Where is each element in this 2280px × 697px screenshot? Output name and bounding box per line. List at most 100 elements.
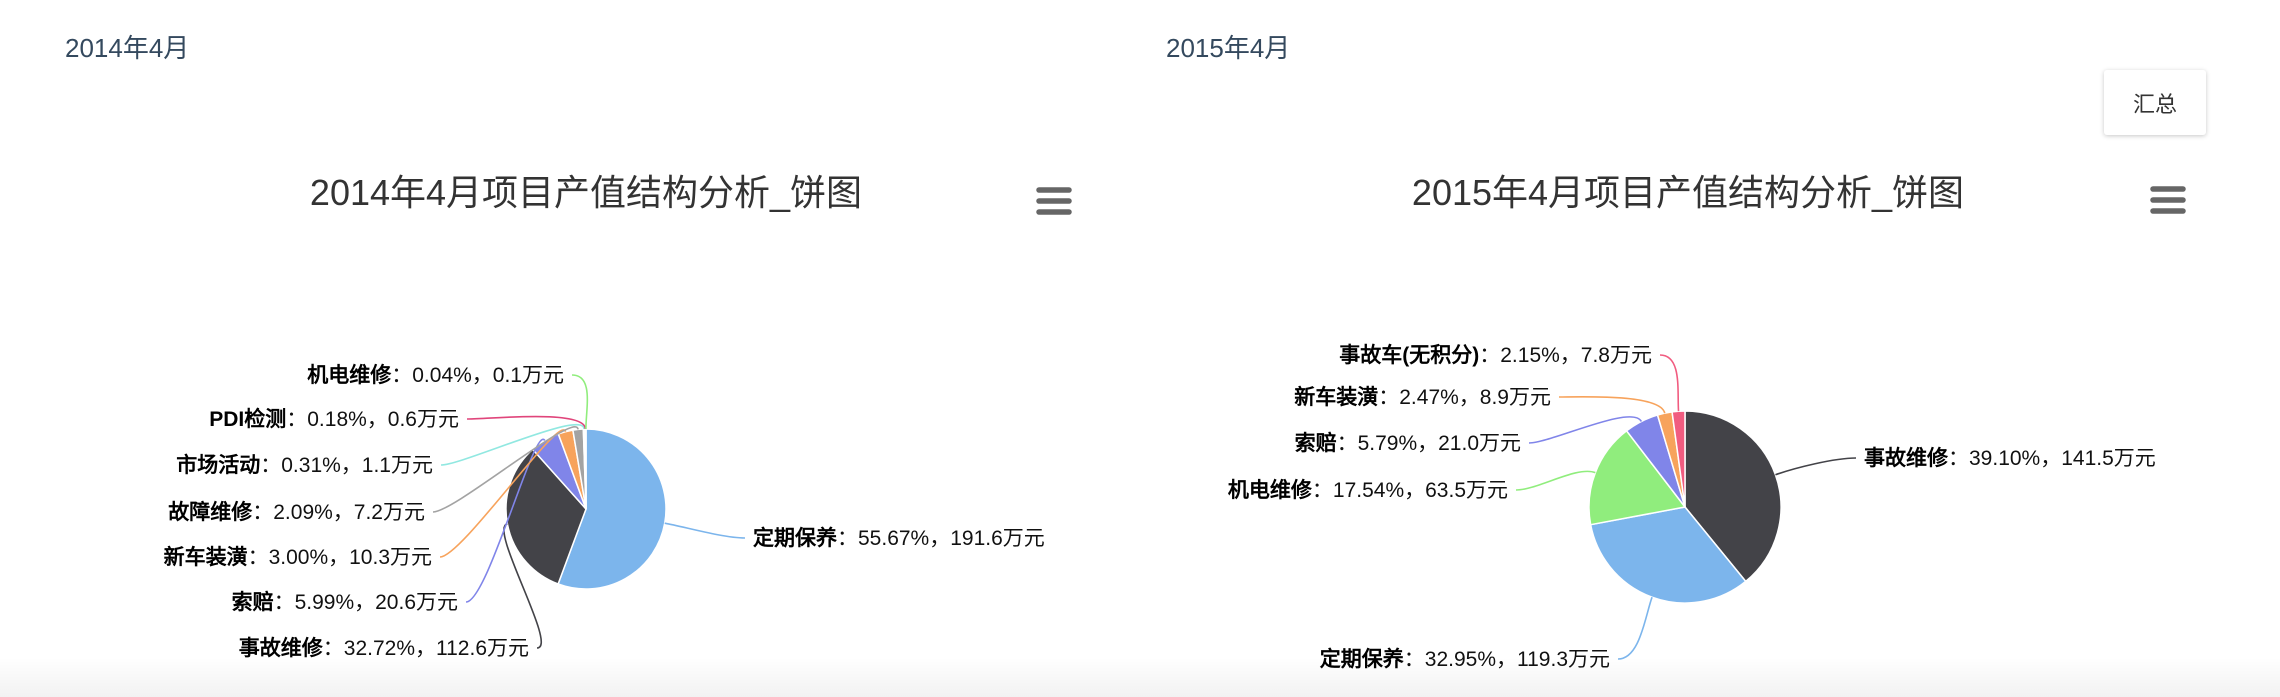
data-label-separator: ， bbox=[341, 454, 362, 477]
data-label-percent: 55.67% bbox=[858, 527, 929, 550]
pie-chart-2014: 定期保养：55.67%，191.6万元事故维修：32.72%，112.6万元索赔… bbox=[164, 363, 1045, 660]
data-label-separator: ： bbox=[1312, 479, 1333, 502]
data-label: 新车装潢：3.00%，10.3万元 bbox=[164, 545, 432, 569]
pie-slice[interactable] bbox=[1671, 410, 1686, 508]
data-label-amount: 21.0万元 bbox=[1438, 432, 1521, 455]
label-connector bbox=[440, 423, 585, 466]
data-label: PDI检测：0.18%，0.6万元 bbox=[209, 407, 459, 431]
data-label-amount: 7.8万元 bbox=[1581, 344, 1652, 367]
data-label-percent: 2.09% bbox=[273, 501, 333, 524]
data-label-separator: ， bbox=[1459, 386, 1480, 409]
data-label-name: 事故维修 bbox=[239, 636, 324, 660]
data-label-separator: ： bbox=[252, 501, 273, 524]
data-label-separator: ： bbox=[1404, 648, 1425, 671]
label-connector bbox=[466, 415, 587, 430]
label-connector bbox=[1515, 470, 1596, 491]
data-label-amount: 119.3万元 bbox=[1517, 648, 1610, 671]
data-label-percent: 32.72% bbox=[344, 637, 415, 660]
data-label: 市场活动：0.31%，1.1万元 bbox=[176, 453, 433, 477]
data-label-percent: 39.10% bbox=[1969, 447, 2040, 470]
data-label-separator: ： bbox=[1948, 447, 1969, 470]
data-label-separator: ， bbox=[1404, 479, 1425, 502]
label-connectors bbox=[1515, 354, 1857, 660]
data-label-percent: 2.15% bbox=[1500, 344, 1560, 367]
data-label-amount: 1.1万元 bbox=[362, 454, 433, 477]
data-label-name: 机电维修 bbox=[1228, 478, 1313, 502]
data-label-name: 事故维修 bbox=[1864, 446, 1949, 470]
data-label-amount: 141.5万元 bbox=[2061, 447, 2156, 470]
data-label-percent: 32.95% bbox=[1425, 648, 1496, 671]
pie-slice[interactable] bbox=[505, 448, 587, 585]
data-label-percent: 0.18% bbox=[307, 408, 367, 431]
data-label-percent: 5.79% bbox=[1358, 432, 1418, 455]
label-connector bbox=[439, 429, 567, 558]
data-label-amount: 0.1万元 bbox=[493, 364, 564, 387]
data-label: 事故车(无积分)：2.15%，7.8万元 bbox=[1339, 343, 1652, 367]
data-label-separator: ： bbox=[274, 591, 295, 614]
data-label-percent: 2.47% bbox=[1399, 386, 1459, 409]
data-labels: 定期保养：55.67%，191.6万元事故维修：32.72%，112.6万元索赔… bbox=[164, 363, 1045, 660]
panel-2015: 事故维修：39.10%，141.5万元 定期保养：32.95%，119.3万元 机电… bbox=[1140, 0, 2280, 697]
data-label-name: 事故车(无积分) bbox=[1339, 343, 1479, 367]
pie-slice[interactable] bbox=[1684, 410, 1782, 583]
data-label-percent: 17.54% bbox=[1333, 479, 1404, 502]
data-label-separator: ， bbox=[1496, 648, 1517, 671]
data-label-separator: ： bbox=[248, 546, 269, 569]
pie-slice[interactable] bbox=[1589, 506, 1747, 604]
data-label-separator: ： bbox=[391, 364, 412, 387]
pie-slice[interactable] bbox=[557, 428, 667, 590]
data-label-separator: ： bbox=[1479, 344, 1500, 367]
data-label: 事故维修：39.10%，141.5万元 bbox=[1864, 446, 2156, 470]
data-label-amount: 112.6万元 bbox=[436, 637, 529, 660]
hamburger-menu-icon bbox=[2150, 186, 2186, 214]
data-label: 索赔：5.99%，20.6万元 bbox=[232, 590, 458, 614]
data-label-separator: ， bbox=[472, 364, 493, 387]
data-label-name: 新车装潢 bbox=[1294, 385, 1378, 409]
label-connector bbox=[571, 374, 589, 430]
data-label: 新车装潢：2.47%，8.9万元 bbox=[1294, 385, 1551, 409]
data-label-name: 定期保养 bbox=[753, 526, 837, 550]
data-label-separator: ， bbox=[929, 527, 950, 550]
label-connectors bbox=[432, 374, 746, 649]
data-label: 故障维修：2.09%，7.2万元 bbox=[168, 500, 425, 524]
chart-context-menu-button[interactable] bbox=[1035, 186, 1073, 216]
data-label-separator: ： bbox=[1337, 432, 1358, 455]
data-label-separator: ： bbox=[323, 637, 344, 660]
data-label-amount: 7.2万元 bbox=[354, 501, 425, 524]
summary-button[interactable]: 汇总 bbox=[2104, 70, 2206, 135]
data-label: 机电维修：17.54%，63.5万元 bbox=[1228, 478, 1508, 502]
data-label-percent: 0.04% bbox=[412, 364, 472, 387]
data-label-separator: ， bbox=[328, 546, 349, 569]
label-connector bbox=[1558, 395, 1666, 414]
panel-heading: 2014年4月 bbox=[65, 33, 190, 63]
panel-heading: 2015年4月 bbox=[1166, 33, 1291, 63]
data-label-name: 索赔 bbox=[232, 590, 274, 614]
data-label: 定期保养：32.95%，119.3万元 bbox=[1320, 647, 1610, 671]
data-label-percent: 5.99% bbox=[295, 591, 355, 614]
data-label-name: 索赔 bbox=[1295, 431, 1337, 455]
label-connector bbox=[664, 522, 746, 539]
data-label-name: 市场活动 bbox=[176, 453, 260, 477]
data-label-separator: ： bbox=[260, 454, 281, 477]
label-connector bbox=[1659, 354, 1680, 412]
data-label-amount: 8.9万元 bbox=[1480, 386, 1551, 409]
data-label: 索赔：5.79%，21.0万元 bbox=[1295, 431, 1521, 455]
data-label-name: 机电维修 bbox=[307, 363, 392, 387]
label-connector bbox=[1617, 596, 1653, 660]
data-label-amount: 20.6万元 bbox=[375, 591, 458, 614]
data-label-percent: 0.31% bbox=[281, 454, 341, 477]
data-label-amount: 191.6万元 bbox=[950, 527, 1045, 550]
data-label-separator: ， bbox=[354, 591, 375, 614]
data-label-percent: 3.00% bbox=[269, 546, 329, 569]
data-label-name: 故障维修 bbox=[168, 500, 253, 524]
data-label-separator: ： bbox=[1378, 386, 1399, 409]
pie-slice[interactable] bbox=[1588, 430, 1686, 526]
label-connector bbox=[1528, 416, 1643, 444]
pie-chart-2015: 事故维修：39.10%，141.5万元定期保养：32.95%，119.3万元机电… bbox=[1228, 343, 2156, 671]
data-label-separator: ， bbox=[415, 637, 436, 660]
chart-context-menu-button[interactable] bbox=[2149, 185, 2187, 215]
pie-slices bbox=[1588, 410, 1782, 604]
data-label-name: 定期保养 bbox=[1320, 647, 1404, 671]
data-label: 事故维修：32.72%，112.6万元 bbox=[239, 636, 529, 660]
data-labels: 事故维修：39.10%，141.5万元定期保养：32.95%，119.3万元机电… bbox=[1228, 343, 2156, 671]
